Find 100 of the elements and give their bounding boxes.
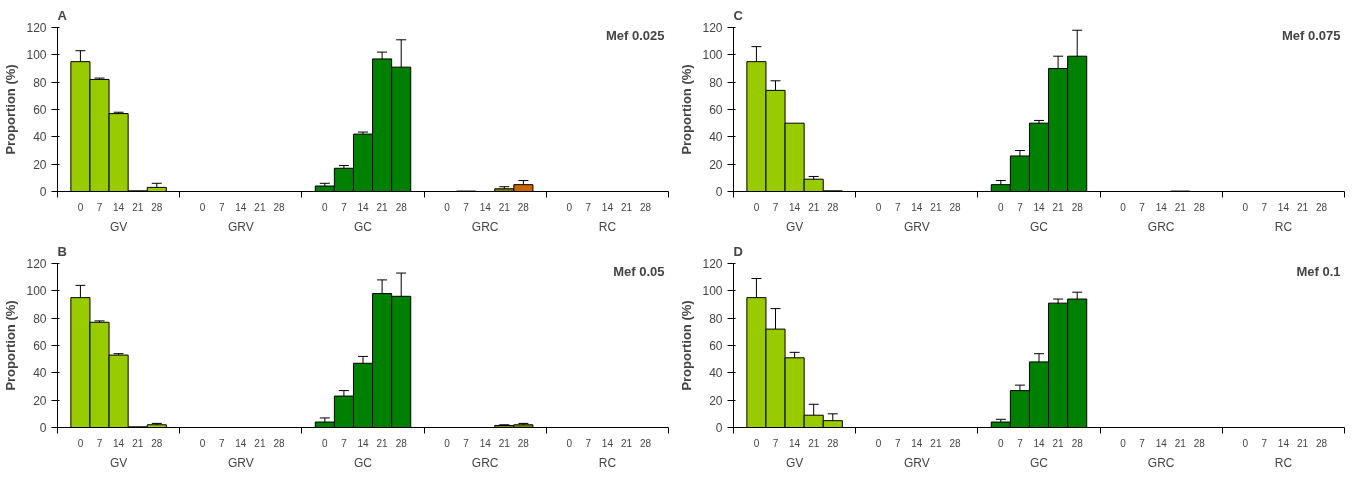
x-tick-label: 28 xyxy=(949,201,961,213)
y-tick-label: 120 xyxy=(702,21,723,35)
text: GC xyxy=(354,219,373,234)
x-tick-label: 21 xyxy=(1052,201,1065,213)
x-tick-label: 21 xyxy=(1174,437,1187,449)
text: RC xyxy=(1274,455,1293,470)
x-tick-label: 0 xyxy=(1242,437,1249,449)
x-tick-label: 21 xyxy=(620,437,633,449)
x-tick-label: 14 xyxy=(601,437,614,449)
x-tick-label: 21 xyxy=(930,201,942,213)
x-tick-label: 28 xyxy=(1071,437,1084,449)
x-tick-label: 0 xyxy=(998,437,1005,449)
y-tick-label: 60 xyxy=(33,339,47,353)
x-tick-label: 7 xyxy=(1017,201,1024,213)
y-tick-label: 100 xyxy=(26,48,47,63)
x-tick-label: 7 xyxy=(1261,201,1268,213)
x-tick-label: 21 xyxy=(808,201,820,213)
y-tick-label: 40 xyxy=(709,366,723,381)
text: C xyxy=(733,7,744,23)
x-tick-label: 28 xyxy=(517,437,530,449)
text: GRV xyxy=(227,219,254,234)
x-tick-label: 21 xyxy=(132,201,144,213)
x-tick-label: 28 xyxy=(949,437,961,449)
x-tick-label: 28 xyxy=(1071,201,1084,213)
x-tick-label: 7 xyxy=(218,437,225,449)
x-tick-label: 28 xyxy=(273,437,285,449)
x-tick-label: 21 xyxy=(620,201,633,213)
x-tick-label: 14 xyxy=(911,437,923,449)
x-tick-label: 7 xyxy=(1139,437,1146,449)
y-tick-label: 120 xyxy=(702,257,723,271)
y-tick-label: 80 xyxy=(33,311,47,326)
x-tick-label: 28 xyxy=(395,201,408,213)
x-tick-label: 21 xyxy=(254,201,266,213)
x-tick-label: 0 xyxy=(199,201,206,213)
text: GRV xyxy=(227,455,254,470)
x-tick-label: 21 xyxy=(930,437,942,449)
x-tick-label: 14 xyxy=(113,437,125,449)
x-tick-label: 0 xyxy=(199,437,206,449)
x-tick-label: 28 xyxy=(273,201,285,213)
y-tick-label: 20 xyxy=(709,393,723,408)
x-tick-label: 7 xyxy=(96,437,103,449)
x-tick-label: 28 xyxy=(1193,201,1206,213)
x-tick-label: 28 xyxy=(827,437,839,449)
y-tick-label: 0 xyxy=(715,421,723,435)
x-tick-label: 14 xyxy=(1155,437,1168,449)
x-tick-label: 14 xyxy=(1155,201,1168,213)
x-tick-label: 28 xyxy=(151,437,163,449)
y-tick-label: 60 xyxy=(709,339,723,353)
x-tick-label: 21 xyxy=(498,201,511,213)
y-axis-title: Proportion (%) xyxy=(679,64,695,155)
x-tick-label: 28 xyxy=(640,437,652,449)
x-tick-label: 14 xyxy=(1033,437,1045,449)
x-tick-label: 28 xyxy=(1193,437,1206,449)
x-tick-label: 0 xyxy=(1120,201,1127,213)
text: GRV xyxy=(903,455,930,470)
text: GRC xyxy=(471,219,499,234)
y-tick-label: 100 xyxy=(26,284,47,299)
x-tick-label: 0 xyxy=(998,201,1005,213)
x-tick-label: 0 xyxy=(77,201,84,213)
x-tick-label: 28 xyxy=(1316,201,1328,213)
text: GC xyxy=(1030,455,1049,470)
x-tick-label: 28 xyxy=(517,201,530,213)
x-tick-label: 7 xyxy=(1261,437,1268,449)
x-tick-label: 0 xyxy=(77,437,84,449)
y-tick-label: 40 xyxy=(33,366,47,381)
x-tick-label: 28 xyxy=(395,437,408,449)
x-tick-label: 21 xyxy=(254,437,266,449)
x-tick-label: 7 xyxy=(341,437,348,449)
x-tick-label: 0 xyxy=(566,437,573,449)
text: RC xyxy=(598,455,617,470)
x-tick-label: 0 xyxy=(875,201,882,213)
x-tick-label: 28 xyxy=(827,201,839,213)
chart-title: Mef 0.1 xyxy=(1296,263,1341,279)
y-tick-label: 120 xyxy=(26,21,47,35)
x-tick-label: 0 xyxy=(444,437,451,449)
y-tick-label: 100 xyxy=(702,284,723,299)
x-tick-label: 0 xyxy=(875,437,882,449)
x-tick-label: 14 xyxy=(357,437,369,449)
x-tick-label: 0 xyxy=(1120,437,1127,449)
y-tick-label: 60 xyxy=(709,103,723,117)
x-tick-label: 0 xyxy=(322,201,329,213)
text: RC xyxy=(598,219,617,234)
x-tick-label: 7 xyxy=(585,201,592,213)
x-tick-label: 14 xyxy=(1033,201,1045,213)
text: B xyxy=(57,243,67,259)
x-tick-label: 14 xyxy=(789,437,801,449)
x-tick-label: 0 xyxy=(1242,201,1249,213)
text: GV xyxy=(785,455,804,470)
x-tick-label: 21 xyxy=(376,437,389,449)
x-tick-label: 28 xyxy=(640,201,652,213)
x-tick-label: 21 xyxy=(376,201,389,213)
text: GRC xyxy=(471,455,499,470)
text: A xyxy=(57,7,68,23)
x-tick-label: 14 xyxy=(1277,201,1290,213)
y-tick-label: 20 xyxy=(33,393,47,408)
x-tick-label: 14 xyxy=(357,201,369,213)
text: GC xyxy=(1030,219,1049,234)
chart-title: Mef 0.05 xyxy=(613,263,665,279)
y-tick-label: 80 xyxy=(709,75,723,90)
x-tick-label: 21 xyxy=(1296,437,1309,449)
